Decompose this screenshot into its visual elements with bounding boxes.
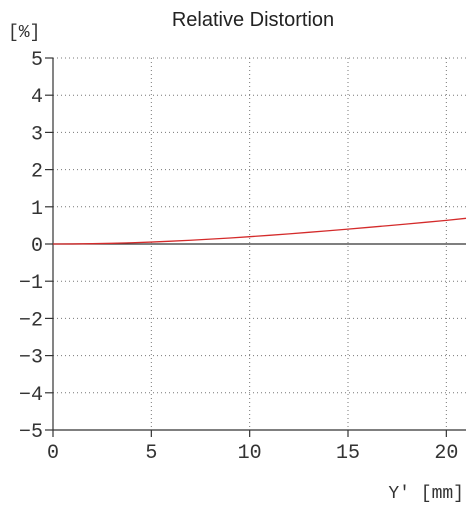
- y-tick-label: −2: [19, 309, 43, 332]
- chart-title: Relative Distortion: [172, 9, 334, 31]
- distortion-series-line: [52, 217, 467, 245]
- grid-layer: [53, 57, 466, 430]
- x-tick-label: 15: [336, 442, 360, 465]
- axis-layer: [52, 58, 466, 431]
- y-tick-label: 5: [31, 49, 43, 72]
- y-tick-label: 4: [31, 86, 43, 109]
- y-tick-label: −4: [19, 384, 43, 407]
- x-axis-label: Y' [mm]: [388, 484, 464, 504]
- y-tick-label: 1: [31, 198, 43, 221]
- y-tick-label: 3: [31, 123, 43, 146]
- series-layer: [52, 217, 467, 245]
- y-tick-label: −1: [19, 272, 43, 295]
- y-tick-label: 0: [31, 235, 43, 258]
- y-tick-label: 2: [31, 161, 43, 184]
- x-tick-label: 0: [47, 442, 59, 465]
- x-tick-label: 20: [434, 442, 458, 465]
- y-tick-label: −3: [19, 347, 43, 370]
- y-axis-label: [%]: [8, 23, 40, 43]
- x-tick-label: 5: [145, 442, 157, 465]
- y-tick-label: −5: [19, 421, 43, 444]
- x-tick-label: 10: [238, 442, 262, 465]
